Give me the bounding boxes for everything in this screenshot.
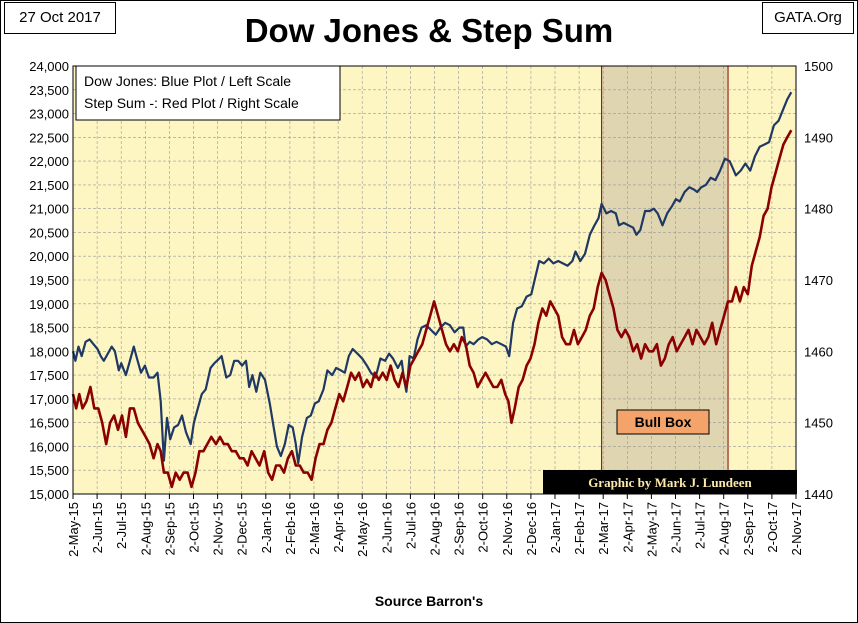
- bull-box-label: Bull Box: [616, 409, 710, 435]
- left-tick-label: 21,500: [29, 178, 69, 193]
- left-tick-label: 19,000: [29, 297, 69, 312]
- legend-line-dow: Dow Jones: Blue Plot / Left Scale: [84, 73, 291, 89]
- right-tick-label: 1500: [804, 59, 833, 74]
- x-tick-label: 2-Sep-15: [162, 502, 177, 555]
- date-label: 27 Oct 2017: [4, 2, 116, 34]
- left-tick-label: 15,000: [29, 487, 69, 502]
- x-tick-label: 2-Aug-17: [717, 502, 732, 555]
- x-tick-label: 2-Apr-16: [331, 502, 346, 553]
- x-tick-label: 2-Sep-17: [741, 502, 756, 555]
- plot-border: [72, 65, 797, 495]
- x-tick-label: 2-May-16: [355, 502, 370, 557]
- x-tick-label: 2-Apr-17: [620, 502, 635, 553]
- bull-box-text: Bull Box: [635, 414, 692, 430]
- x-tick-label: 2-Jan-17: [548, 502, 563, 553]
- source-site-label: GATA.Org: [762, 2, 854, 34]
- right-axis-ticks: 1440 1450 1460 1470 1480 1490 1500: [804, 59, 833, 502]
- source-label: Source Barron's: [374, 593, 484, 609]
- x-tick-label: 2-Nov-15: [211, 502, 226, 555]
- x-tick-label: 2-Dec-15: [235, 502, 250, 555]
- x-tick-label: 2-Aug-15: [138, 502, 153, 555]
- left-tick-label: 18,000: [29, 344, 69, 359]
- x-tick-label: 2-Jun-16: [379, 502, 394, 553]
- x-tick-label: 2-May-15: [66, 502, 81, 557]
- x-tick-label: 2-Nov-16: [500, 502, 515, 555]
- right-tick-label: 1490: [804, 130, 833, 145]
- x-tick-label: 2-Jul-17: [693, 502, 708, 549]
- left-tick-label: 16,000: [29, 439, 69, 454]
- left-tick-label: 17,000: [29, 392, 69, 407]
- x-tick-label: 2-Sep-16: [452, 502, 467, 555]
- x-tick-label: 2-May-17: [644, 502, 659, 557]
- left-tick-label: 22,500: [29, 130, 69, 145]
- left-tick-label: 22,000: [29, 154, 69, 169]
- x-tick-label: 2-Jun-17: [669, 502, 684, 553]
- x-tick-label: 2-Oct-16: [476, 502, 491, 553]
- left-tick-label: 17,500: [29, 368, 69, 383]
- left-tick-label: 16,500: [29, 416, 69, 431]
- x-tick-label: 2-Feb-16: [283, 502, 298, 555]
- left-tick-label: 23,000: [29, 107, 69, 122]
- left-tick-label: 23,500: [29, 83, 69, 98]
- right-tick-label: 1480: [804, 202, 833, 217]
- x-tick-label: 2-Dec-16: [524, 502, 539, 555]
- x-axis-ticks: 2-May-15 2-Jun-15 2-Jul-15 2-Aug-15 2-Sep-15…: [66, 494, 804, 557]
- left-tick-label: 18,500: [29, 321, 69, 336]
- left-tick-label: 15,500: [29, 463, 69, 478]
- right-tick-label: 1460: [804, 344, 833, 359]
- left-tick-label: 20,000: [29, 249, 69, 264]
- right-tick-label: 1440: [804, 487, 833, 502]
- left-tick-label: 24,000: [29, 59, 69, 74]
- legend-line-step-sum: Step Sum -: Red Plot / Right Scale: [84, 95, 299, 111]
- dow-jones-series-line: [71, 91, 793, 465]
- x-tick-label: 2-Jan-16: [259, 502, 274, 553]
- x-tick-label: 2-Feb-17: [572, 502, 587, 555]
- left-axis-ticks: 15,000 15,500 16,000 16,500 17,000 17,500 18,0…: [29, 59, 69, 502]
- left-tick-label: 19,500: [29, 273, 69, 288]
- step-sum-series-line: [71, 129, 793, 489]
- x-tick-label: 2-Jul-15: [114, 502, 129, 549]
- x-tick-label: 2-Mar-16: [307, 502, 322, 555]
- x-tick-label: 2-Oct-15: [187, 502, 202, 553]
- left-tick-label: 21,000: [29, 202, 69, 217]
- x-tick-label: 2-Jun-15: [90, 502, 105, 553]
- credit-text: Graphic by Mark J. Lundeen: [588, 475, 752, 490]
- x-tick-label: 2-Mar-17: [596, 502, 611, 555]
- credit-box: Graphic by Mark J. Lundeen: [543, 470, 797, 494]
- right-tick-label: 1470: [804, 273, 833, 288]
- right-tick-label: 1450: [804, 416, 833, 431]
- legend-box: Dow Jones: Blue Plot / Left Scale Step S…: [75, 65, 341, 121]
- left-tick-label: 20,500: [29, 225, 69, 240]
- x-tick-label: 2-Jul-16: [403, 502, 418, 549]
- x-tick-label: 2-Nov-17: [789, 502, 804, 555]
- x-tick-label: 2-Aug-16: [428, 502, 443, 555]
- chart-title: Dow Jones & Step Sum: [244, 12, 614, 49]
- x-tick-label: 2-Oct-17: [765, 502, 780, 553]
